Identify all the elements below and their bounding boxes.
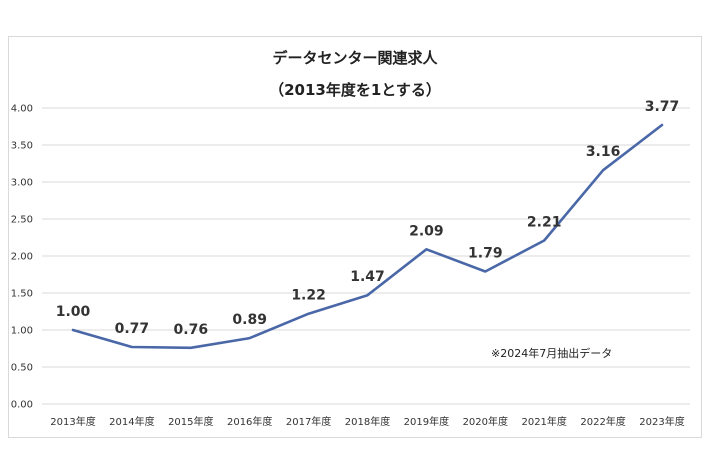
- x-tick-label: 2021年度: [521, 415, 566, 428]
- x-tick-label: 2013年度: [50, 415, 95, 428]
- data-label: 1.22: [291, 288, 326, 304]
- data-label: 1.00: [56, 304, 91, 320]
- y-tick-label: 0.50: [11, 363, 33, 374]
- data-label: 3.16: [586, 144, 621, 160]
- y-tick-label: 0.00: [11, 400, 33, 411]
- data-label: 2.09: [409, 223, 444, 239]
- x-tick-label: 2014年度: [109, 415, 154, 428]
- y-tick-label: 3.50: [11, 141, 33, 152]
- x-tick-label: 2023年度: [639, 415, 684, 428]
- y-axis-ticks: 0.00 0.50 1.00 1.50 2.00 2.50 3.00 3.50 4.00: [11, 104, 33, 411]
- series-line: [71, 123, 664, 350]
- chart-frame: [8, 36, 702, 438]
- y-tick-label: 2.50: [11, 215, 33, 226]
- data-note: ※2024年7月抽出データ: [491, 346, 612, 360]
- x-tick-label: 2016年度: [227, 415, 272, 428]
- x-axis-ticks: 2013年度 2014年度 2015年度 2016年度 2017年度 2018年度 2019…: [50, 415, 684, 428]
- y-tick-label: 2.00: [11, 252, 33, 263]
- grid-lines: [42, 107, 690, 405]
- data-label: 0.89: [232, 312, 267, 328]
- x-tick-label: 2019年度: [404, 415, 449, 428]
- chart-subtitle: （2013年度を1とする）: [269, 81, 441, 99]
- x-tick-label: 2018年度: [345, 415, 390, 428]
- x-tick-label: 2017年度: [286, 415, 331, 428]
- data-labels: 1.00 0.77 0.76 0.89 1.22 1.47 2.09 1.79 2.21 3.16…: [56, 99, 680, 338]
- x-tick-label: 2020年度: [463, 415, 508, 428]
- data-label: 0.76: [174, 322, 209, 338]
- data-label: 1.47: [350, 269, 385, 285]
- data-label: 2.21: [527, 214, 562, 230]
- y-tick-label: 1.50: [11, 289, 33, 300]
- y-tick-label: 1.00: [11, 326, 33, 337]
- data-label: 0.77: [115, 321, 150, 337]
- x-tick-label: 2015年度: [168, 415, 213, 428]
- y-tick-label: 3.00: [11, 178, 33, 189]
- data-label: 3.77: [645, 99, 680, 115]
- x-tick-label: 2022年度: [580, 415, 625, 428]
- chart-title: データセンター関連求人: [272, 49, 438, 67]
- y-tick-label: 4.00: [11, 104, 33, 115]
- data-label: 1.79: [468, 246, 503, 262]
